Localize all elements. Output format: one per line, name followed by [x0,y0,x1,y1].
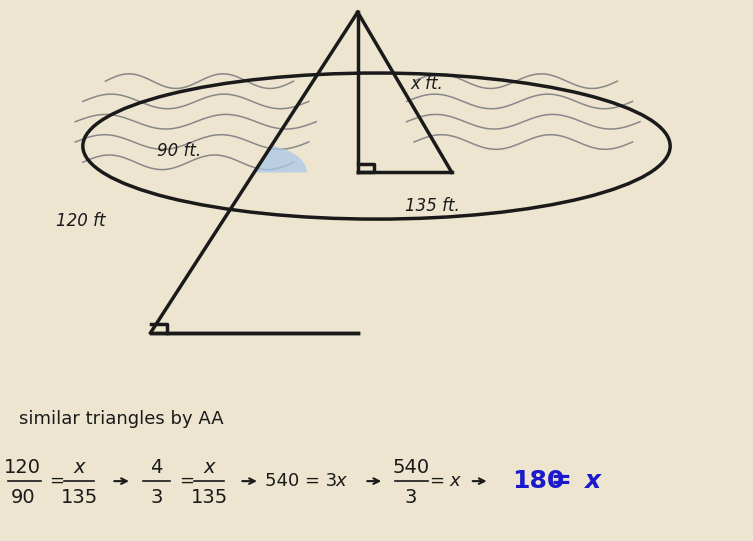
Text: similar triangles by AA: similar triangles by AA [19,410,224,427]
Text: x: x [584,469,599,493]
Text: 135: 135 [60,489,98,507]
Text: 135: 135 [191,489,228,507]
Text: 3: 3 [405,489,417,507]
Text: 90: 90 [11,489,35,507]
Text: x: x [335,472,346,490]
Text: 120: 120 [4,458,41,477]
Wedge shape [254,146,306,173]
Text: 180: 180 [512,469,565,493]
Text: 4: 4 [151,458,163,477]
Text: 540 = 3: 540 = 3 [265,472,337,490]
Text: =: = [550,469,572,493]
Text: 135 ft.: 135 ft. [405,197,459,215]
Text: x: x [450,472,460,490]
Text: x: x [73,458,85,477]
Text: x: x [203,458,215,477]
Text: 90 ft.: 90 ft. [157,142,201,160]
Text: 3: 3 [151,489,163,507]
Text: 120 ft: 120 ft [56,212,105,230]
Text: =: = [430,472,451,490]
Text: =: = [179,472,194,490]
Text: x ft.: x ft. [410,75,443,93]
Text: 540: 540 [392,458,430,477]
Text: =: = [49,472,64,490]
